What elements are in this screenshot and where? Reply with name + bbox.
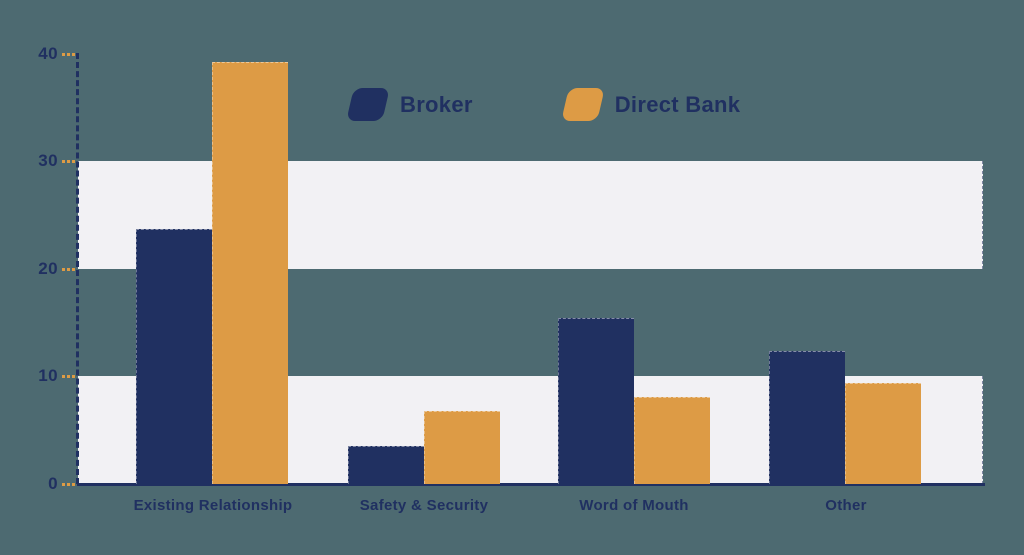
x-label-existing-relationship: Existing Relationship bbox=[133, 497, 293, 514]
tick-dash-icon bbox=[62, 482, 77, 486]
y-tick-label: 10 bbox=[38, 366, 58, 385]
bar-broker-word-of-mouth bbox=[558, 318, 634, 484]
tick-dash-icon bbox=[62, 52, 77, 56]
y-tick-label: 0 bbox=[48, 474, 58, 493]
bar-group-safety-security bbox=[348, 410, 500, 484]
bar-direct-bank-word-of-mouth bbox=[634, 396, 710, 484]
tick-dash-icon bbox=[62, 374, 77, 378]
legend-item-direct-bank: Direct Bank bbox=[560, 88, 741, 121]
bar-direct-bank-safety-security bbox=[424, 410, 500, 484]
legend: Broker Direct Bank bbox=[346, 88, 741, 121]
bar-broker-safety-security bbox=[348, 446, 424, 484]
y-tick-label: 30 bbox=[38, 151, 58, 170]
legend-swatch-direct-bank-icon bbox=[560, 88, 605, 121]
y-tick-20: 20 bbox=[0, 259, 77, 279]
y-tick-40: 40 bbox=[0, 44, 77, 64]
bar-direct-bank-existing-relationship bbox=[212, 61, 288, 484]
y-tick-label: 20 bbox=[38, 259, 58, 278]
bar-group-existing-relationship bbox=[136, 61, 288, 484]
bar-group-other bbox=[769, 350, 921, 484]
y-axis-line bbox=[76, 53, 79, 484]
bar-direct-bank-other bbox=[845, 383, 921, 484]
x-label-safety-security: Safety & Security bbox=[359, 497, 489, 514]
x-label-other: Other bbox=[825, 497, 867, 514]
bar-broker-existing-relationship bbox=[136, 229, 212, 484]
legend-label-broker: Broker bbox=[400, 91, 473, 117]
bar-group-word-of-mouth bbox=[558, 318, 710, 484]
x-label-word-of-mouth: Word of Mouth bbox=[579, 497, 689, 514]
y-tick-30: 30 bbox=[0, 151, 77, 171]
tick-dash-icon bbox=[62, 159, 77, 163]
x-axis-line bbox=[77, 483, 985, 486]
legend-item-broker: Broker bbox=[346, 88, 473, 121]
y-tick-label: 40 bbox=[38, 44, 58, 63]
y-tick-10: 10 bbox=[0, 366, 77, 386]
bar-broker-other bbox=[769, 350, 845, 484]
y-tick-0: 0 bbox=[0, 474, 77, 494]
tick-dash-icon bbox=[62, 267, 77, 271]
legend-swatch-broker-icon bbox=[346, 88, 390, 121]
legend-label-direct-bank: Direct Bank bbox=[614, 91, 741, 117]
